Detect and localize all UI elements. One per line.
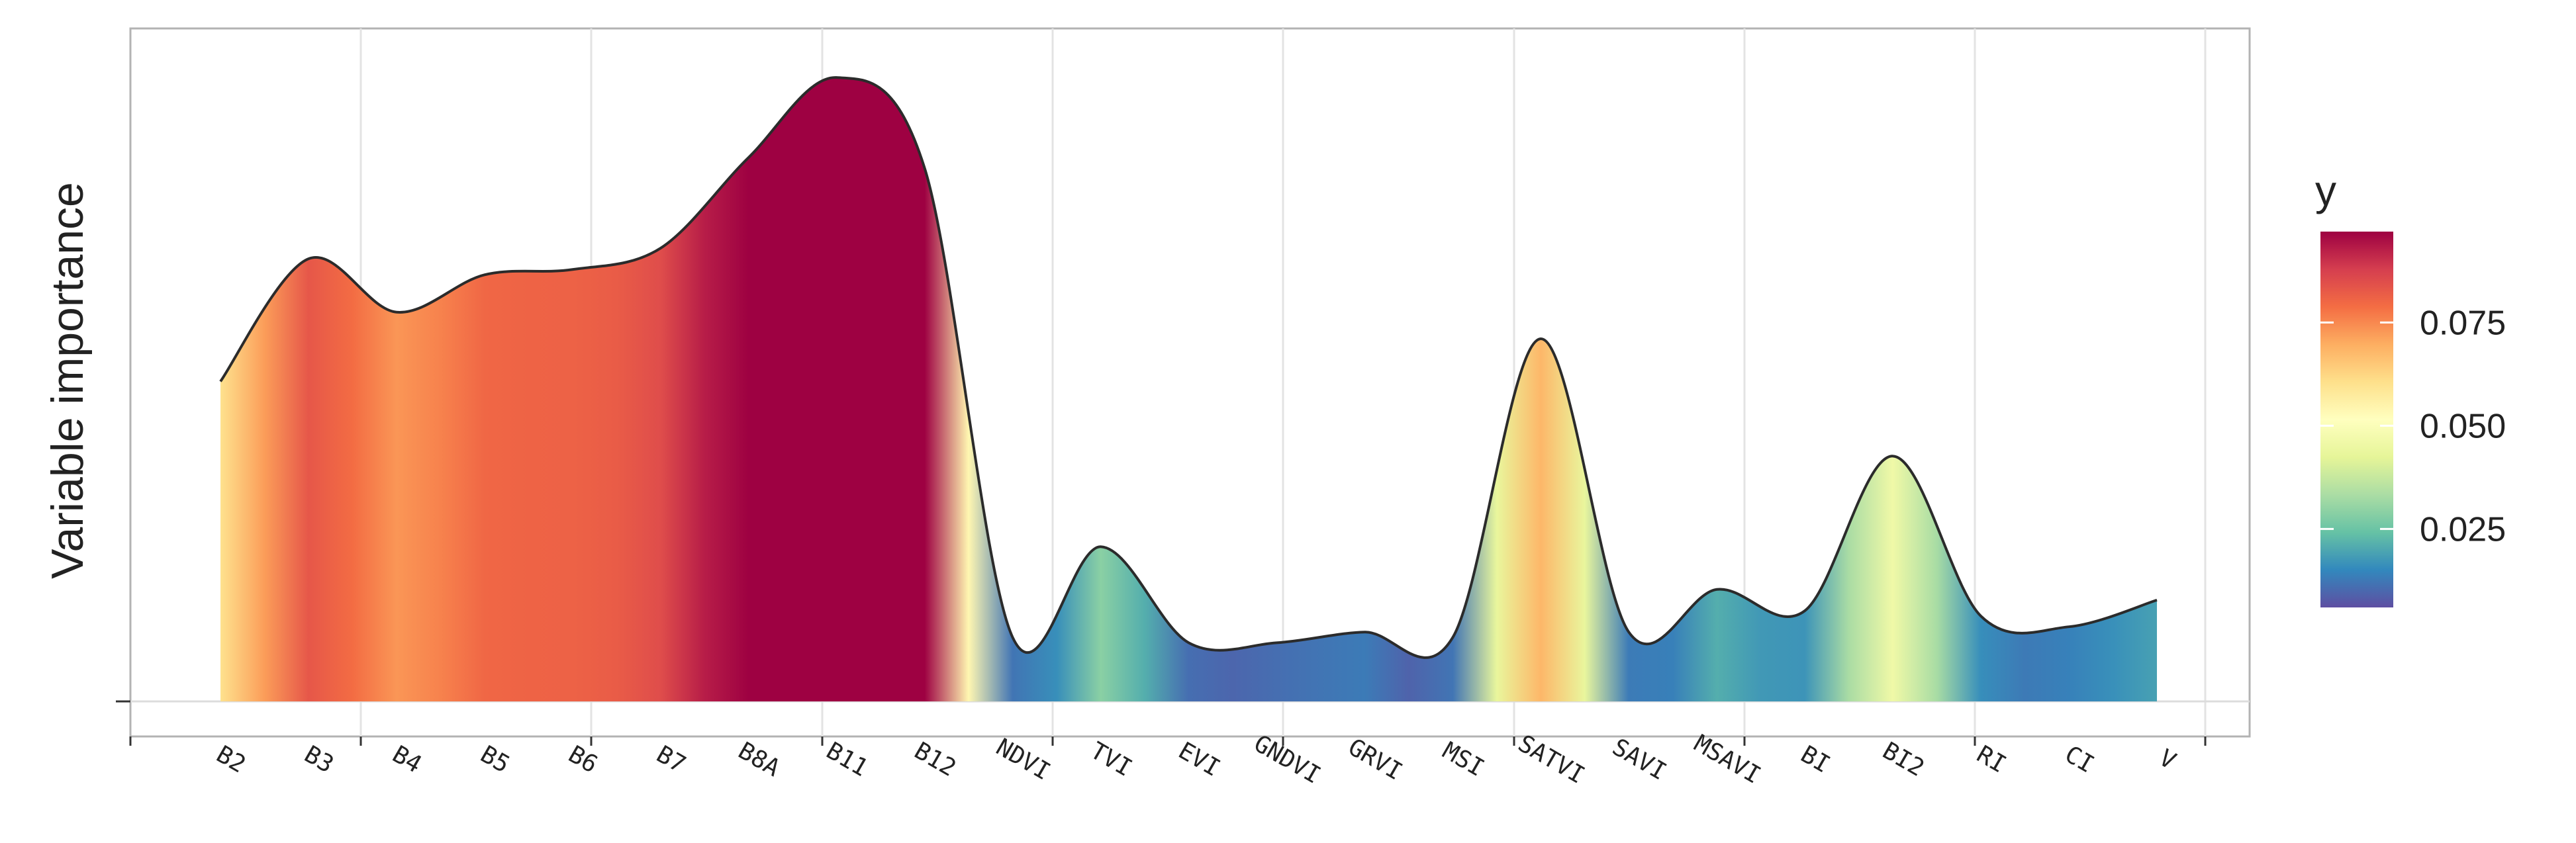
x-tick-label-ci: CI (2060, 740, 2099, 778)
x-tick-label-satvi: SATVI (1513, 730, 1589, 789)
x-tick-label-b5: B5 (476, 740, 514, 778)
x-tick-label-gndvi: GNDVI (1249, 730, 1325, 789)
x-tick-label-b12: B12 (910, 737, 961, 782)
x-tick-label-savi: SAVI (1607, 734, 1671, 786)
x-tick-label-tvi: TVI (1086, 737, 1137, 782)
x-tick-label-b7: B7 (651, 740, 690, 778)
legend-tick-label: 0.050 (2420, 407, 2506, 445)
x-tick-label-bi2: BI2 (1878, 737, 1929, 782)
x-tick-label-ri: RI (1972, 740, 2011, 778)
x-tick-label-evi: EVI (1174, 737, 1225, 782)
x-tick-label-msi: MSI (1438, 737, 1489, 782)
x-tick-label-b3: B3 (300, 740, 338, 778)
x-tick-label-msavi: MSAVI (1690, 730, 1765, 789)
x-tick-label-ndvi: NDVI (992, 734, 1055, 786)
legend-tick-label: 0.025 (2420, 510, 2506, 549)
y-axis-label: Variable importance (42, 182, 93, 579)
x-tick-label-v: V (2154, 744, 2180, 775)
x-tick-label-b8a: B8A (734, 737, 785, 782)
color-legend: y 0.025 0.050 0.075 (2315, 167, 2506, 607)
legend-title: y (2315, 167, 2336, 214)
x-tick-label-b11: B11 (822, 737, 873, 782)
x-tick-label-grvi: GRVI (1343, 734, 1407, 786)
legend-colorbar (2320, 232, 2393, 607)
x-tick-label-bi: BI (1796, 740, 1835, 778)
legend-tick-label: 0.075 (2420, 304, 2506, 342)
x-tick-label-b6: B6 (564, 740, 602, 778)
x-tick-label-b2: B2 (212, 740, 250, 778)
x-tick-label-b4: B4 (388, 740, 426, 778)
